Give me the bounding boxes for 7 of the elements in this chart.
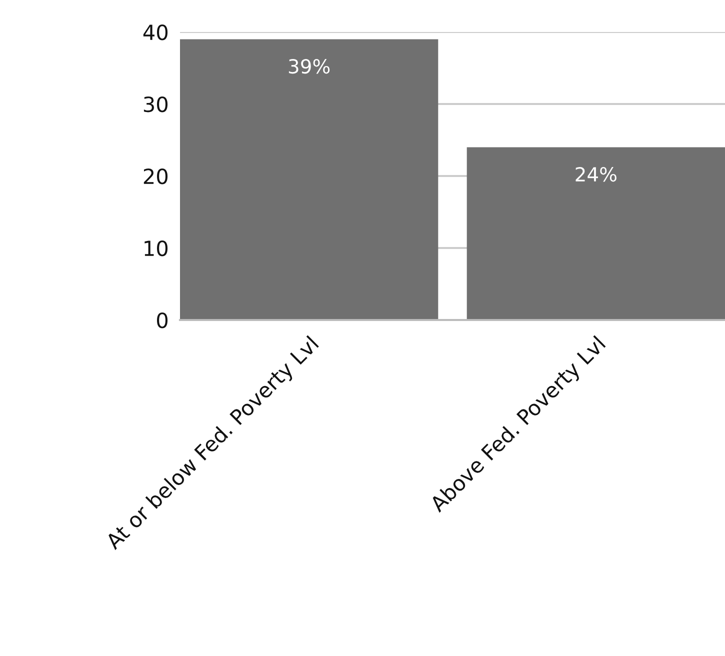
data-label: 24% bbox=[576, 166, 616, 182]
y-tick-label: 30 bbox=[144, 96, 168, 112]
y-tick-label: 20 bbox=[144, 168, 168, 184]
y-tick-label: 10 bbox=[144, 240, 168, 256]
data-label: 39% bbox=[288, 58, 330, 74]
y-tick-label: 40 bbox=[143, 24, 168, 40]
y-tick-label: 0 bbox=[157, 312, 168, 328]
